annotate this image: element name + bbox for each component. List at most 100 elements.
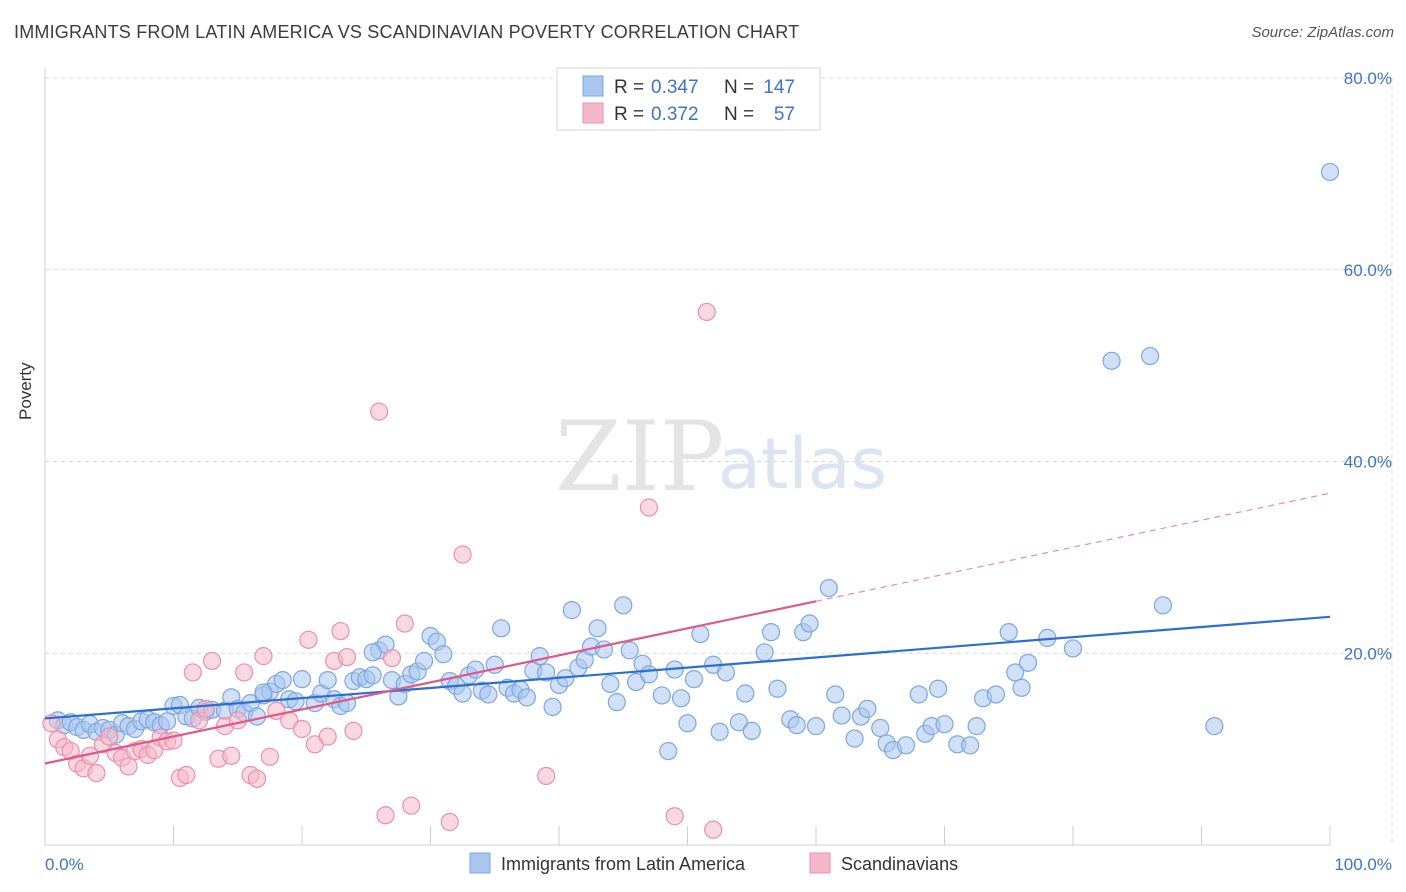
- pink-point: [665, 807, 684, 826]
- source-note: Source: ZipAtlas.com: [1251, 24, 1394, 41]
- blue-point: [729, 713, 749, 732]
- blue-point: [1018, 653, 1038, 672]
- chart-title: IMMIGRANTS FROM LATIN AMERICA VS SCANDIN…: [14, 22, 800, 42]
- blue-point: [691, 624, 710, 644]
- blue-point: [736, 684, 755, 703]
- blue-point: [742, 721, 761, 741]
- blue-point: [671, 689, 691, 708]
- y-tick-label: 60.0%: [1344, 261, 1392, 280]
- blue-point: [588, 619, 607, 638]
- pink-point: [247, 769, 267, 788]
- pink-point: [228, 711, 247, 730]
- x-tick-label: 100.0%: [1334, 855, 1392, 874]
- pink-point: [331, 622, 350, 641]
- y-tick-label: 20.0%: [1344, 644, 1392, 663]
- blue-point: [800, 614, 819, 633]
- blue-point: [254, 683, 273, 702]
- blue-point: [318, 670, 337, 690]
- legend-layer: R = 0.347 N = 147 R = 0.372 N = 57: [556, 67, 821, 131]
- series-legend-swatch: [809, 852, 831, 874]
- watermark-atlas: atlas: [718, 423, 887, 505]
- pink-point: [318, 727, 337, 746]
- blue-point: [1006, 663, 1025, 682]
- legend-r-value: 0.347: [651, 77, 699, 98]
- blue-point: [286, 692, 305, 711]
- pink-point: [697, 302, 716, 322]
- blue-point: [716, 663, 736, 682]
- blue-point: [607, 693, 626, 712]
- blue-point: [710, 722, 729, 741]
- blue-point: [1140, 346, 1160, 366]
- blue-point: [414, 651, 434, 671]
- blue-point: [659, 741, 678, 761]
- pink-point: [119, 757, 138, 776]
- pink-point: [87, 763, 106, 783]
- pink-point: [177, 765, 196, 785]
- pink-point: [402, 796, 421, 815]
- blue-point: [652, 686, 671, 705]
- legend-swatch: [582, 102, 604, 124]
- blue-point: [594, 640, 614, 659]
- pink-point: [537, 766, 556, 786]
- blue-point: [819, 578, 838, 598]
- blue-point: [999, 623, 1018, 642]
- pink-trend-extension: [815, 492, 1331, 602]
- axis-layer: 20.0% 40.0% 60.0% 80.0% 0.0% 100.0%: [44, 68, 1392, 874]
- blue-point: [614, 596, 633, 615]
- pink-point: [382, 648, 402, 668]
- pink-point: [639, 498, 659, 517]
- pink-point: [344, 721, 363, 741]
- legend-r-label: R =: [614, 77, 644, 98]
- blue-point: [761, 623, 781, 642]
- blue-point: [1320, 162, 1340, 182]
- pink-point: [202, 651, 222, 671]
- blue-point: [787, 716, 806, 735]
- blue-point: [678, 714, 697, 733]
- watermark-zip: ZIP: [555, 401, 724, 513]
- blue-point: [453, 684, 472, 703]
- blue-point: [1205, 717, 1224, 736]
- blue-point: [1102, 351, 1121, 370]
- blue-point: [479, 685, 498, 704]
- pink-point: [370, 402, 389, 421]
- y-tick-label: 40.0%: [1344, 453, 1392, 472]
- pink-point: [100, 727, 119, 746]
- blue-point: [967, 717, 986, 736]
- blue-point: [562, 601, 581, 620]
- blue-point: [273, 670, 292, 690]
- blue-point: [530, 647, 549, 666]
- pink-point: [453, 545, 472, 564]
- blue-point: [768, 679, 787, 698]
- x-tick-label: 0.0%: [45, 855, 84, 874]
- pink-point: [337, 647, 357, 667]
- blue-point: [986, 685, 1006, 704]
- legend-n-value: 147: [763, 77, 795, 98]
- blue-point: [1153, 596, 1173, 615]
- legend-n-label: N =: [724, 104, 754, 125]
- blue-point: [543, 697, 562, 717]
- blue-point: [845, 729, 864, 748]
- pink-point: [260, 747, 279, 766]
- legend-n-value: 57: [774, 104, 795, 125]
- blue-point: [928, 679, 948, 698]
- bottom-legend: Immigrants from Latin America Scandinavia…: [469, 852, 958, 874]
- blue-point: [826, 685, 845, 704]
- blue-point: [871, 718, 890, 738]
- pink-point: [254, 647, 273, 666]
- legend-swatch: [582, 75, 604, 97]
- blue-point: [601, 674, 620, 694]
- pink-point: [299, 630, 318, 649]
- legend-n-label: N =: [724, 77, 754, 98]
- pink-point: [235, 663, 254, 682]
- blue-point: [896, 736, 916, 755]
- blue-point: [292, 670, 312, 689]
- blue-point: [935, 715, 954, 734]
- y-tick-label: 80.0%: [1344, 69, 1392, 88]
- pink-point: [196, 699, 215, 718]
- pink-point: [183, 663, 202, 682]
- blue-point: [157, 712, 177, 731]
- legend-r-label: R =: [614, 104, 644, 125]
- blue-point: [806, 717, 826, 736]
- blue-trend-line: [44, 615, 1331, 720]
